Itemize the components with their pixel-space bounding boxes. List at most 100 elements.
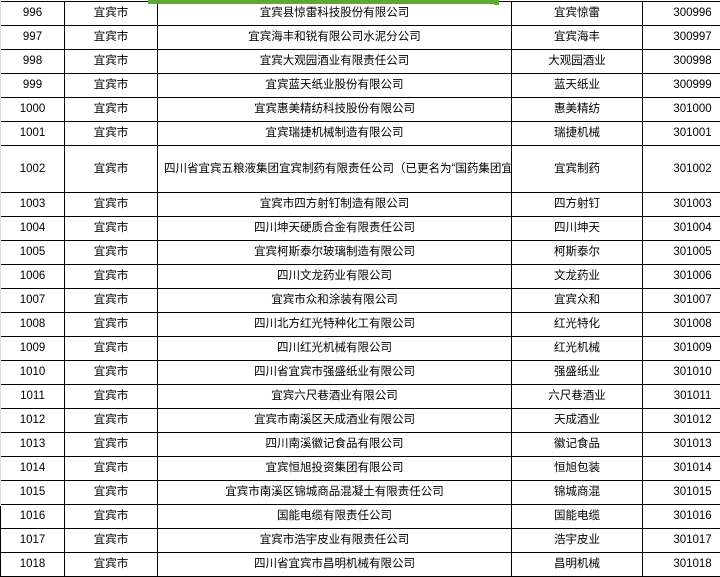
cell-city[interactable]: 宜宾市 bbox=[65, 74, 158, 98]
cell-enterprise-name[interactable]: 宜宾海丰和锐有限公司水泥分公司 bbox=[158, 26, 512, 50]
cell-code[interactable]: 301012 bbox=[643, 409, 720, 433]
cell-city[interactable]: 宜宾市 bbox=[65, 50, 158, 74]
cell-index[interactable]: 1003 bbox=[1, 193, 65, 217]
cell-city[interactable]: 宜宾市 bbox=[65, 98, 158, 122]
cell-city[interactable]: 宜宾市 bbox=[65, 313, 158, 337]
cell-enterprise-name[interactable]: 四川北方红光特种化工有限公司 bbox=[158, 313, 512, 337]
cell-enterprise-abbr[interactable]: 天成酒业 bbox=[512, 409, 643, 433]
cell-enterprise-abbr[interactable]: 宜宾制药 bbox=[512, 146, 643, 193]
cell-code[interactable]: 301000 bbox=[643, 98, 720, 122]
cell-index[interactable]: 1013 bbox=[1, 433, 65, 457]
cell-enterprise-name[interactable]: 四川红光机械有限公司 bbox=[158, 337, 512, 361]
cell-code[interactable]: 301002 bbox=[643, 146, 720, 193]
cell-enterprise-name[interactable]: 宜宾柯斯泰尔玻璃制造有限公司 bbox=[158, 241, 512, 265]
cell-index[interactable]: 1006 bbox=[1, 265, 65, 289]
cell-enterprise-name[interactable]: 宜宾市南溪区锦城商品混凝土有限责任公司 bbox=[158, 481, 512, 505]
cell-city[interactable]: 宜宾市 bbox=[65, 26, 158, 50]
cell-city[interactable]: 宜宾市 bbox=[65, 146, 158, 193]
cell-index[interactable]: 998 bbox=[1, 50, 65, 74]
cell-enterprise-abbr[interactable]: 瑞捷机械 bbox=[512, 122, 643, 146]
cell-city[interactable]: 宜宾市 bbox=[65, 361, 158, 385]
cell-code[interactable]: 301004 bbox=[643, 217, 720, 241]
cell-index[interactable]: 996 bbox=[1, 2, 65, 26]
cell-index[interactable]: 1002 bbox=[1, 146, 65, 193]
cell-enterprise-name[interactable]: 宜宾六尺巷酒业有限公司 bbox=[158, 385, 512, 409]
cell-index[interactable]: 1017 bbox=[1, 529, 65, 553]
cell-enterprise-name[interactable]: 宜宾蓝天纸业股份有限公司 bbox=[158, 74, 512, 98]
cell-enterprise-abbr[interactable]: 六尺巷酒业 bbox=[512, 385, 643, 409]
cell-code[interactable]: 301009 bbox=[643, 337, 720, 361]
cell-enterprise-name[interactable]: 四川坤天硬质合金有限责任公司 bbox=[158, 217, 512, 241]
cell-enterprise-abbr[interactable]: 宜宾众和 bbox=[512, 289, 643, 313]
cell-index[interactable]: 999 bbox=[1, 74, 65, 98]
cell-enterprise-abbr[interactable]: 宜宾惊雷 bbox=[512, 2, 643, 26]
cell-enterprise-abbr[interactable]: 红光特化 bbox=[512, 313, 643, 337]
cell-enterprise-abbr[interactable]: 四方射钉 bbox=[512, 193, 643, 217]
cell-index[interactable]: 1009 bbox=[1, 337, 65, 361]
cell-index[interactable]: 1010 bbox=[1, 361, 65, 385]
cell-code[interactable]: 300998 bbox=[643, 50, 720, 74]
cell-code[interactable]: 301017 bbox=[643, 529, 720, 553]
cell-index[interactable]: 1007 bbox=[1, 289, 65, 313]
cell-city[interactable]: 宜宾市 bbox=[65, 481, 158, 505]
cell-city[interactable]: 宜宾市 bbox=[65, 289, 158, 313]
cell-city[interactable]: 宜宾市 bbox=[65, 122, 158, 146]
cell-code[interactable]: 301018 bbox=[643, 553, 720, 577]
cell-city[interactable]: 宜宾市 bbox=[65, 241, 158, 265]
cell-code[interactable]: 300997 bbox=[643, 26, 720, 50]
cell-index[interactable]: 1000 bbox=[1, 98, 65, 122]
cell-enterprise-abbr[interactable]: 徽记食品 bbox=[512, 433, 643, 457]
cell-enterprise-name[interactable]: 四川省宜宾市昌明机械有限公司 bbox=[158, 553, 512, 577]
cell-index[interactable]: 1016 bbox=[1, 505, 65, 529]
cell-index[interactable]: 1004 bbox=[1, 217, 65, 241]
cell-enterprise-name[interactable]: 四川省宜宾五粮液集团宜宾制药有限责任公司（已更名为“国药集团宜宾制药有限责任公司… bbox=[158, 146, 512, 193]
cell-enterprise-abbr[interactable]: 浩宇皮业 bbox=[512, 529, 643, 553]
cell-enterprise-abbr[interactable]: 红光机械 bbox=[512, 337, 643, 361]
cell-enterprise-name[interactable]: 国能电缆有限责任公司 bbox=[158, 505, 512, 529]
cell-index[interactable]: 1001 bbox=[1, 122, 65, 146]
cell-enterprise-abbr[interactable]: 国能电缆 bbox=[512, 505, 643, 529]
cell-enterprise-name[interactable]: 宜宾市南溪区天成酒业有限公司 bbox=[158, 409, 512, 433]
cell-enterprise-abbr[interactable]: 四川坤天 bbox=[512, 217, 643, 241]
cell-enterprise-abbr[interactable]: 恒旭包装 bbox=[512, 457, 643, 481]
cell-enterprise-name[interactable]: 宜宾瑞捷机械制造有限公司 bbox=[158, 122, 512, 146]
cell-code[interactable]: 300999 bbox=[643, 74, 720, 98]
cell-code[interactable]: 301005 bbox=[643, 241, 720, 265]
cell-code[interactable]: 301015 bbox=[643, 481, 720, 505]
cell-index[interactable]: 1005 bbox=[1, 241, 65, 265]
cell-index[interactable]: 1012 bbox=[1, 409, 65, 433]
cell-enterprise-abbr[interactable]: 文龙药业 bbox=[512, 265, 643, 289]
cell-index[interactable]: 1014 bbox=[1, 457, 65, 481]
cell-city[interactable]: 宜宾市 bbox=[65, 337, 158, 361]
cell-enterprise-name[interactable]: 宜宾恒旭投资集团有限公司 bbox=[158, 457, 512, 481]
cell-enterprise-abbr[interactable]: 柯斯泰尔 bbox=[512, 241, 643, 265]
cell-enterprise-name[interactable]: 宜宾惠美精纺科技股份有限公司 bbox=[158, 98, 512, 122]
cell-code[interactable]: 300996 bbox=[643, 2, 720, 26]
cell-city[interactable]: 宜宾市 bbox=[65, 505, 158, 529]
cell-code[interactable]: 301013 bbox=[643, 433, 720, 457]
cell-code[interactable]: 301011 bbox=[643, 385, 720, 409]
cell-enterprise-abbr[interactable]: 蓝天纸业 bbox=[512, 74, 643, 98]
cell-index[interactable]: 997 bbox=[1, 26, 65, 50]
cell-code[interactable]: 301014 bbox=[643, 457, 720, 481]
cell-city[interactable]: 宜宾市 bbox=[65, 409, 158, 433]
cell-city[interactable]: 宜宾市 bbox=[65, 265, 158, 289]
cell-enterprise-name[interactable]: 四川文龙药业有限公司 bbox=[158, 265, 512, 289]
cell-city[interactable]: 宜宾市 bbox=[65, 2, 158, 26]
